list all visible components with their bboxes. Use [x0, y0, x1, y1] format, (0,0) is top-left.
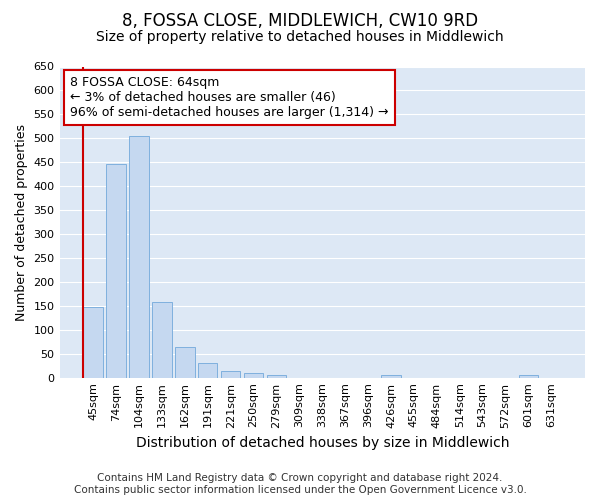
Bar: [129, 136, 149, 378]
X-axis label: Distribution of detached houses by size in Middlewich: Distribution of detached houses by size …: [136, 436, 509, 450]
Bar: [106, 164, 126, 378]
Bar: [244, 373, 263, 378]
Bar: [221, 372, 241, 378]
Bar: [152, 302, 172, 378]
Bar: [267, 376, 286, 378]
Text: 8, FOSSA CLOSE, MIDDLEWICH, CW10 9RD: 8, FOSSA CLOSE, MIDDLEWICH, CW10 9RD: [122, 12, 478, 30]
Bar: [519, 376, 538, 378]
Bar: [381, 376, 401, 378]
Text: Contains HM Land Registry data © Crown copyright and database right 2024.
Contai: Contains HM Land Registry data © Crown c…: [74, 474, 526, 495]
Bar: [83, 307, 103, 378]
Text: Size of property relative to detached houses in Middlewich: Size of property relative to detached ho…: [96, 30, 504, 44]
Bar: [198, 364, 217, 378]
Bar: [175, 346, 194, 378]
Text: 8 FOSSA CLOSE: 64sqm
← 3% of detached houses are smaller (46)
96% of semi-detach: 8 FOSSA CLOSE: 64sqm ← 3% of detached ho…: [70, 76, 389, 119]
Y-axis label: Number of detached properties: Number of detached properties: [15, 124, 28, 320]
